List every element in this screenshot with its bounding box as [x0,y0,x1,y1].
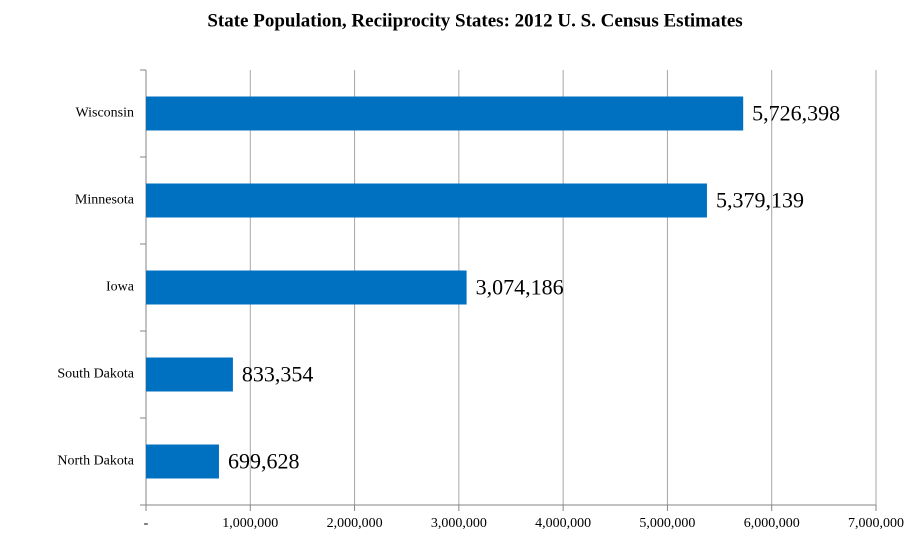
chart-title: State Population, Reciiprocity States: 2… [207,10,742,31]
value-label: 699,628 [228,449,300,474]
value-label: 833,354 [242,362,314,387]
bar [146,96,744,131]
x-tick-label: 5,000,000 [639,516,695,531]
x-tick-label: 2,000,000 [327,516,383,531]
y-tick-label: South Dakota [57,367,134,382]
value-label: 5,379,139 [716,188,804,213]
value-label: 5,726,398 [752,101,840,126]
y-tick-label: Minnesota [75,193,135,208]
bar [146,183,707,218]
x-tick-label: 4,000,000 [535,516,591,531]
x-tick-label: 3,000,000 [431,516,487,531]
x-tick-label: - [144,516,149,531]
bar [146,444,219,479]
x-tick-label: 7,000,000 [848,516,904,531]
x-tick-label: 1,000,000 [222,516,278,531]
bar [146,357,233,392]
x-tick-label: 6,000,000 [744,516,800,531]
y-tick-label: Iowa [106,280,135,295]
y-tick-label: Wisconsin [75,106,134,121]
y-tick-label: North Dakota [57,454,134,469]
value-label: 3,074,186 [476,275,564,300]
bar [146,270,467,305]
